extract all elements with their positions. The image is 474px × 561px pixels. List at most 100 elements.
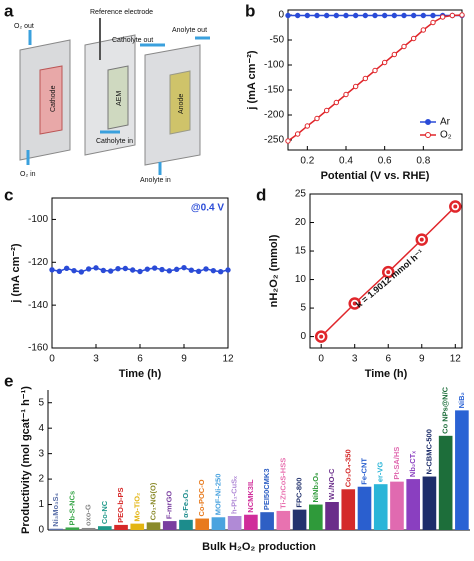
category-label: Ni₃Mo₃S₄ (51, 492, 60, 526)
point-core (319, 334, 324, 339)
x-axis-label: Bulk H₂O₂ production (202, 541, 316, 553)
y-tick-label: 15 (295, 246, 307, 257)
category-label: Fe-CNT (359, 458, 368, 485)
point (217, 269, 224, 275)
y-tick-label: -200 (264, 110, 284, 121)
category-label: PEO-b-PS (116, 487, 125, 522)
legend-label: Ar (440, 117, 451, 128)
bar (455, 410, 469, 530)
category-label: Mo-TiO₂ (132, 493, 141, 522)
point (285, 12, 291, 19)
point (430, 19, 436, 26)
y-tick-label: 0 (38, 525, 44, 536)
category-label: Pb-S-NCs (67, 491, 76, 526)
category-label: Co NPs@N/C (441, 386, 450, 433)
x-tick-label: 3 (352, 354, 358, 365)
y-axis-label: j (mA cm⁻²) (246, 50, 258, 111)
bar (97, 526, 112, 530)
y-axis-label: Productivity (mol gcat⁻¹ h⁻¹) (20, 386, 32, 534)
x-tick-label: 6 (137, 354, 143, 365)
category-label: PEI50CMK3 (262, 468, 271, 510)
y-tick-label: -50 (270, 35, 285, 46)
point (430, 12, 436, 19)
category-label: Pt-SA/HS (392, 447, 401, 480)
x-tick-label: 9 (419, 354, 425, 365)
point (343, 12, 349, 19)
bar (211, 517, 226, 530)
category-label: NiNb₂O₆ (311, 472, 320, 502)
point (401, 43, 407, 50)
category-label: W₁/NO-C (327, 468, 336, 500)
bar (146, 522, 161, 530)
bar (357, 486, 372, 530)
category-label: α-Fe₂O₃ (181, 489, 190, 518)
point (420, 27, 427, 33)
bar (244, 514, 258, 530)
y-tick-label: -100 (28, 214, 48, 225)
point (401, 12, 407, 19)
point (181, 264, 187, 271)
point (381, 59, 388, 66)
point (71, 267, 77, 274)
label: Anode (178, 94, 185, 114)
y-tick-label: 0 (278, 10, 284, 21)
category-label: Co-NC (100, 500, 109, 524)
point (195, 268, 202, 274)
point (314, 115, 320, 122)
point (304, 12, 311, 19)
category-label: Co₃O₄-350 (343, 449, 352, 487)
bar (276, 510, 291, 530)
bar (308, 504, 323, 530)
diagram: a O₂ out Reference electrode Catholyte o… (4, 1, 210, 184)
category-label: Nb₂CTₓ (408, 451, 417, 477)
point (144, 266, 151, 272)
bar (390, 481, 404, 530)
bar (406, 479, 421, 530)
bar (65, 527, 80, 530)
annotation: k = 1.9012 mmol h⁻¹ (354, 247, 426, 309)
bar (292, 509, 307, 530)
bar (114, 524, 128, 530)
x-tick-label: 9 (181, 354, 187, 365)
point (285, 138, 291, 144)
y-axis-label: j (mA cm⁻²) (10, 243, 22, 304)
bar (162, 521, 177, 530)
y-tick-label: -120 (28, 257, 48, 268)
point (343, 91, 349, 98)
label: Anolyte out (172, 27, 207, 34)
y-tick-label: 5 (38, 397, 44, 408)
point (352, 83, 359, 90)
point (188, 267, 195, 273)
category-label: MOF-Ni-250 (213, 474, 222, 516)
bar (130, 523, 145, 530)
point (323, 107, 330, 114)
y-tick-label: -150 (264, 85, 284, 96)
x-axis-label: Time (h) (119, 368, 162, 380)
label: Cathode (50, 85, 57, 112)
category-label: er-VG (376, 462, 385, 483)
point (93, 265, 99, 271)
bar (325, 502, 339, 530)
x-tick-label: 6 (385, 354, 391, 365)
x-tick-label: 0.4 (339, 156, 353, 167)
plot-frame (309, 193, 463, 349)
y-tick-label: 5 (300, 303, 306, 314)
point (362, 75, 369, 82)
point (85, 266, 92, 272)
y-tick-label: 4 (38, 423, 44, 434)
x-tick-label: 0 (49, 354, 55, 365)
anode (169, 70, 191, 135)
label: Reference electrode (90, 9, 153, 16)
point (333, 12, 340, 19)
point (294, 12, 301, 19)
category-label: h-Pt₁-CuSₓ (230, 476, 239, 514)
category-label: NiB₂ (457, 392, 466, 408)
point (439, 14, 446, 20)
y-tick-label: -160 (28, 343, 48, 354)
legend-label: O₂ (440, 130, 452, 141)
x-tick-label: 0 (318, 354, 324, 365)
point (122, 265, 129, 272)
y-tick-label: -140 (28, 300, 48, 311)
annotation: @0.4 V (191, 203, 224, 214)
point (304, 123, 311, 129)
